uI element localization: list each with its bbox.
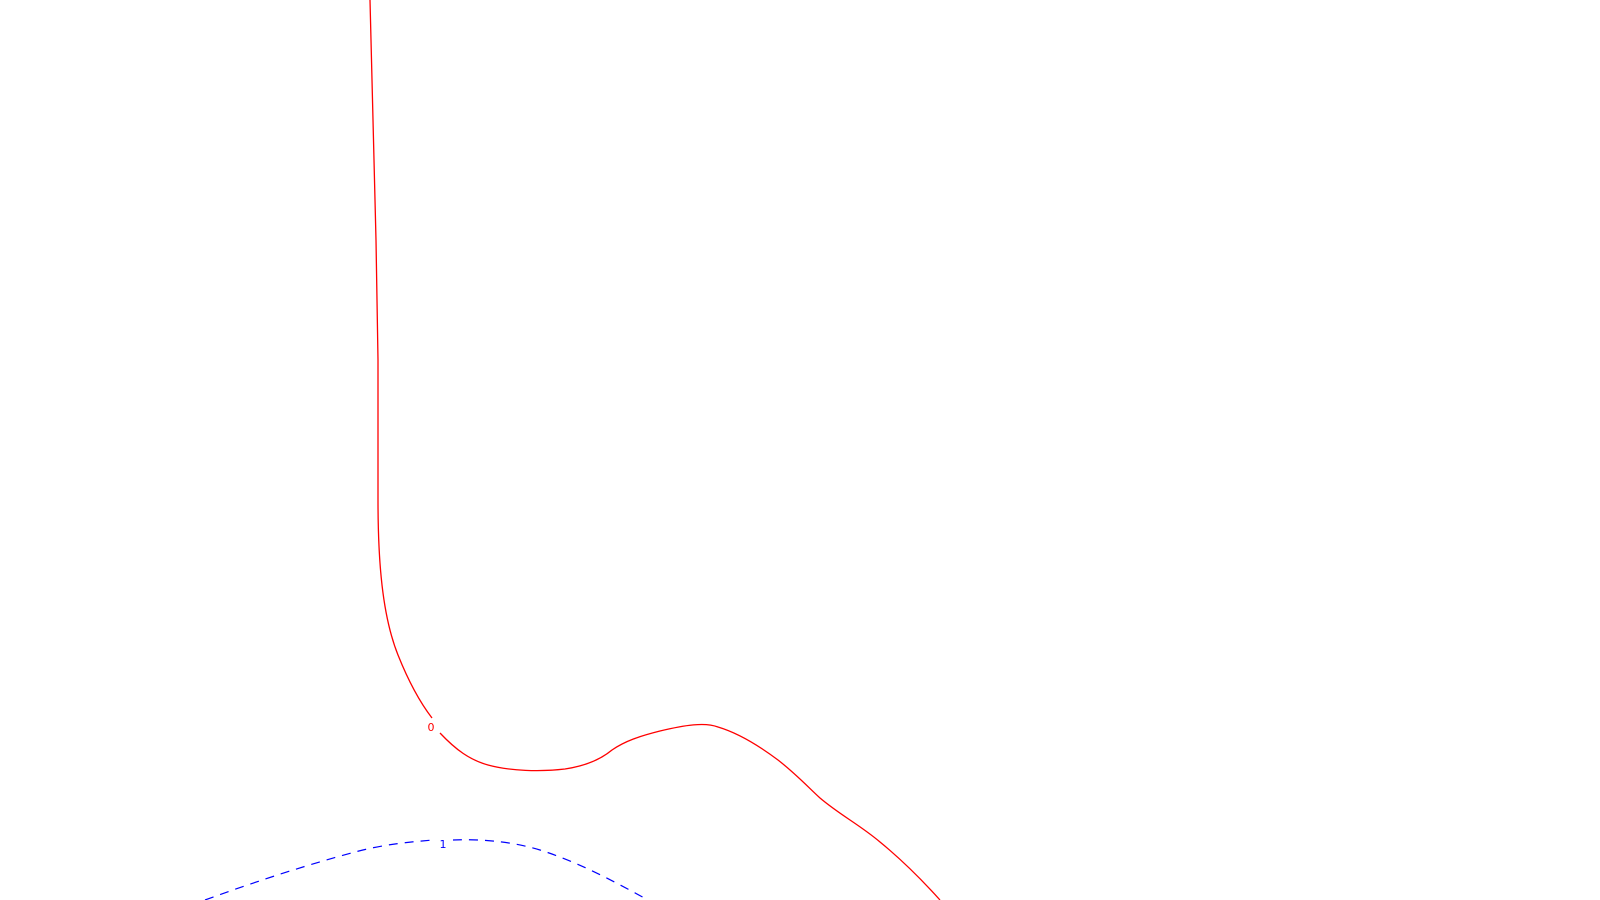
contour-line-0 xyxy=(369,0,941,900)
contour-label-1: 1 xyxy=(440,838,447,851)
contour-label-0: 0 xyxy=(428,721,435,734)
contour-line-1 xyxy=(204,839,649,900)
